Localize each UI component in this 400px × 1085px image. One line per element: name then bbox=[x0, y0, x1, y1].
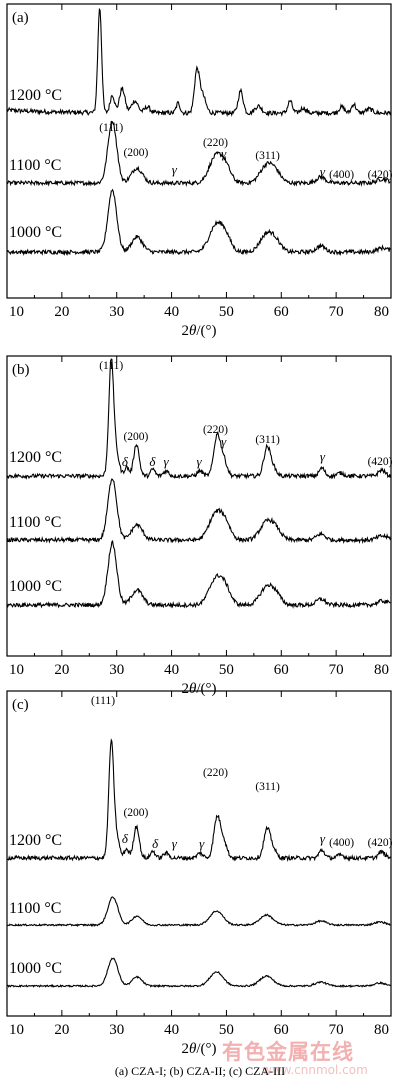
series-label: 1000 °C bbox=[9, 578, 62, 595]
x-tick-label: 70 bbox=[329, 662, 344, 678]
x-tick-label: 60 bbox=[274, 1022, 289, 1038]
series-line bbox=[6, 7, 391, 118]
series-line bbox=[6, 738, 391, 862]
series-line bbox=[6, 188, 391, 257]
x-tick-label: 40 bbox=[164, 662, 179, 678]
x-tick-label: 20 bbox=[54, 304, 69, 320]
peak-annotation: δ bbox=[122, 831, 129, 846]
series-label: 1100 °C bbox=[9, 514, 61, 531]
peak-annotation: (400) bbox=[329, 169, 354, 181]
peak-annotation: δ bbox=[149, 454, 156, 469]
x-tick-label: 60 bbox=[274, 304, 289, 320]
series-label: 1000 °C bbox=[9, 224, 62, 241]
series-label: 1000 °C bbox=[9, 960, 62, 977]
peak-annotation: (200) bbox=[123, 807, 148, 819]
peak-annotation: (311) bbox=[255, 781, 280, 793]
panel-label: (a) bbox=[12, 10, 29, 26]
peak-annotation: γ bbox=[221, 434, 227, 449]
peak-annotation: γ bbox=[172, 162, 178, 177]
x-axis-label: 2θ/(°) bbox=[181, 1041, 216, 1057]
panel-label: (c) bbox=[12, 697, 29, 713]
peak-annotation: γ bbox=[196, 454, 202, 469]
series-label: 1200 °C bbox=[9, 832, 62, 849]
peak-annotation: (220) bbox=[203, 137, 228, 149]
peak-annotation: γ bbox=[172, 836, 178, 851]
peak-annotation: (111) bbox=[99, 122, 123, 134]
peak-annotation: γ bbox=[320, 831, 326, 846]
x-tick-label: 50 bbox=[219, 1022, 234, 1038]
panel-label: (b) bbox=[12, 362, 30, 378]
x-tick-label: 20 bbox=[54, 1022, 69, 1038]
series-line bbox=[6, 539, 391, 609]
figure-caption: (a) CZA-I; (b) CZA-II; (c) CZA-III bbox=[114, 1064, 286, 1078]
peak-annotation: (420) bbox=[368, 837, 393, 849]
x-tick-label: 40 bbox=[164, 1022, 179, 1038]
peak-annotation: δ bbox=[152, 836, 159, 851]
series-label: 1200 °C bbox=[9, 449, 62, 466]
x-tick-label: 80 bbox=[374, 304, 389, 320]
watermark-url: www.cnnmol.com bbox=[262, 1063, 368, 1077]
series-label: 1100 °C bbox=[9, 900, 61, 917]
x-tick-label: 80 bbox=[374, 1022, 389, 1038]
series-label: 1100 °C bbox=[9, 157, 61, 174]
series-label: 1200 °C bbox=[9, 87, 62, 104]
series-line bbox=[6, 120, 391, 188]
x-tick-label: 30 bbox=[109, 662, 124, 678]
peak-annotation: γ bbox=[320, 449, 326, 464]
series-line bbox=[6, 896, 391, 927]
x-tick-label: 60 bbox=[274, 662, 289, 678]
peak-annotation: γ bbox=[221, 146, 227, 161]
peak-annotation: (420) bbox=[368, 456, 393, 468]
peak-annotation: (420) bbox=[368, 169, 393, 181]
peak-annotation: (111) bbox=[91, 695, 115, 707]
peak-annotation: γ bbox=[164, 454, 170, 469]
x-tick-label: 40 bbox=[164, 304, 179, 320]
x-axis-label: 2θ/(°) bbox=[181, 681, 216, 697]
x-tick-label: 20 bbox=[54, 662, 69, 678]
x-tick-label: 70 bbox=[329, 1022, 344, 1038]
peak-annotation: (220) bbox=[203, 424, 228, 436]
peak-annotation: (200) bbox=[123, 431, 148, 443]
peak-annotation: δ bbox=[122, 454, 129, 469]
peak-annotation: (111) bbox=[99, 360, 123, 372]
series-line bbox=[7, 957, 391, 989]
x-tick-label: 50 bbox=[219, 662, 234, 678]
x-tick-label: 10 bbox=[9, 1022, 24, 1038]
series-line bbox=[6, 478, 391, 545]
x-axis-label: 2θ/(°) bbox=[181, 323, 216, 339]
series-line bbox=[6, 358, 391, 480]
peak-annotation: (311) bbox=[255, 150, 280, 162]
x-tick-label: 50 bbox=[219, 304, 234, 320]
plot-frame bbox=[6, 355, 392, 657]
peak-annotation: (311) bbox=[255, 434, 280, 446]
x-tick-label: 30 bbox=[109, 304, 124, 320]
x-tick-label: 10 bbox=[9, 662, 24, 678]
x-tick-label: 70 bbox=[329, 304, 344, 320]
x-tick-label: 10 bbox=[9, 304, 24, 320]
x-tick-label: 80 bbox=[374, 662, 389, 678]
peak-annotation: γ bbox=[199, 836, 205, 851]
watermark: 有色金属在线 bbox=[222, 1040, 354, 1064]
peak-annotation: (220) bbox=[203, 767, 228, 779]
x-tick-label: 30 bbox=[109, 1022, 124, 1038]
peak-annotation: (200) bbox=[123, 147, 148, 159]
peak-annotation: (400) bbox=[329, 837, 354, 849]
peak-annotation: γ bbox=[320, 164, 326, 179]
